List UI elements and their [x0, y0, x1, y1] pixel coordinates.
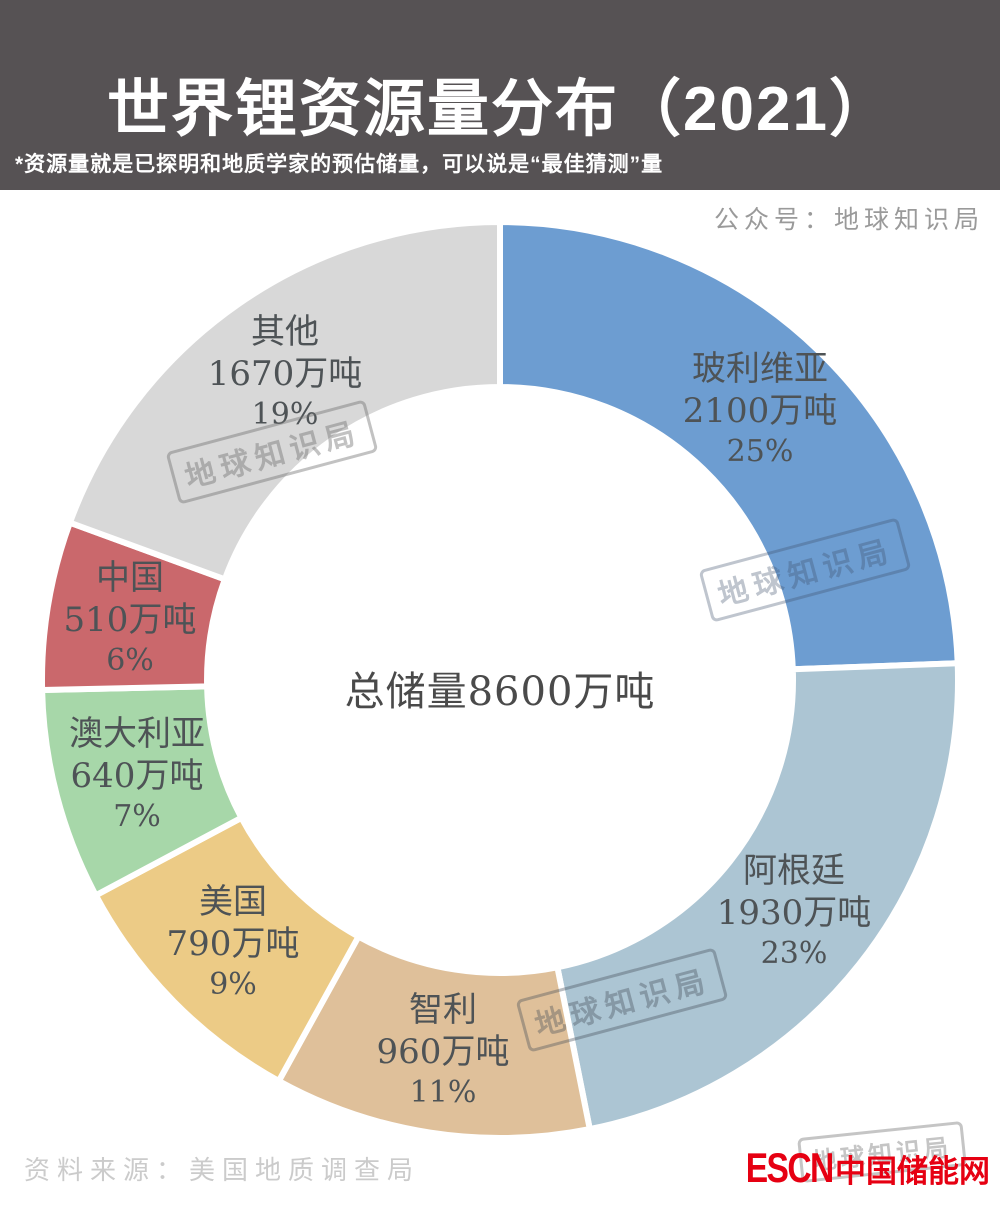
byline-wechat-account: 公众号：地球知识局 — [713, 205, 984, 234]
escn-logo: ESCN 中国储能网 — [724, 1144, 990, 1192]
page-subtitle: *资源量就是已探明和地质学家的预估储量，可以说是“最佳猜测”量 — [15, 153, 664, 176]
escn-logo-zh: 中国储能网 — [835, 1153, 990, 1189]
donut-segment-argentina — [554, 660, 962, 1133]
page-title: 世界锂资源量分布（2021） — [107, 75, 893, 144]
donut-segment-other — [66, 219, 503, 583]
escn-logo-en: ESCN — [746, 1144, 835, 1191]
data-source-note: 资料来源：美国地质调查局 — [24, 1156, 421, 1186]
header-banner: 世界锂资源量分布（2021） *资源量就是已探明和地质学家的预估储量，可以说是“… — [0, 0, 1000, 190]
donut-segment-bolivia — [497, 219, 961, 673]
donut-center-total: 总储量8600万吨 — [344, 669, 656, 715]
